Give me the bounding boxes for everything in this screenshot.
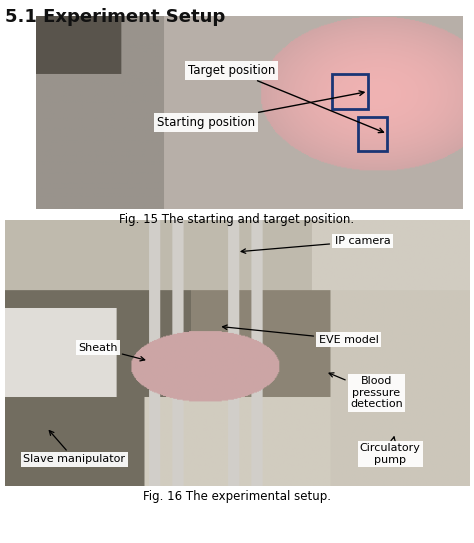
Bar <box>332 74 368 109</box>
Text: Sheath: Sheath <box>78 343 145 361</box>
Text: Fig. 16 The experimental setup.: Fig. 16 The experimental setup. <box>143 490 331 503</box>
Text: Circulatory
pump: Circulatory pump <box>360 437 421 465</box>
Text: EVE model: EVE model <box>223 325 378 345</box>
Bar <box>357 117 387 151</box>
Text: Blood
pressure
detection: Blood pressure detection <box>329 373 403 409</box>
Text: Fig. 15 The starting and target position.: Fig. 15 The starting and target position… <box>119 213 355 226</box>
Text: Starting position: Starting position <box>157 91 364 129</box>
Text: 5.1 Experiment Setup: 5.1 Experiment Setup <box>5 8 225 26</box>
Text: Target position: Target position <box>188 64 383 132</box>
Text: Slave manipulator: Slave manipulator <box>23 431 126 464</box>
Text: IP camera: IP camera <box>241 236 390 254</box>
